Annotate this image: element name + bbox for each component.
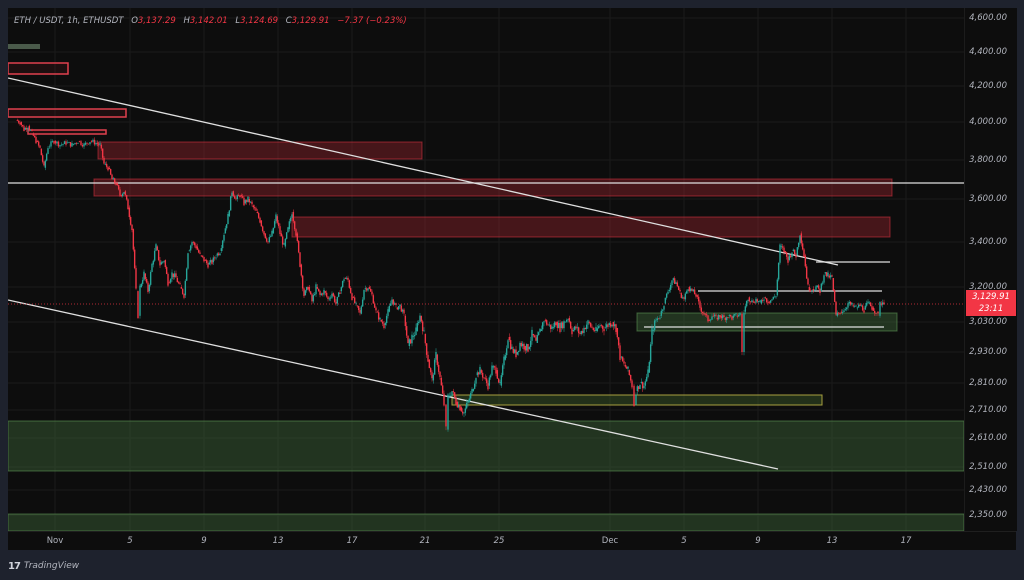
price-tick-label: 2,930.00 bbox=[969, 347, 1007, 357]
time-tick-label: Dec bbox=[601, 536, 619, 546]
price-axis[interactable]: 4,600.00 4,400.00 4,200.00 4,000.00 3,800.00… bbox=[964, 8, 1017, 531]
upper-trendline[interactable] bbox=[8, 77, 839, 266]
time-tick-label: Nov bbox=[46, 536, 64, 546]
price-tick-label: 2,350.00 bbox=[969, 510, 1007, 520]
price-tick-label: 3,030.00 bbox=[969, 317, 1007, 327]
supply-zone-6[interactable] bbox=[291, 216, 891, 238]
zones-layer bbox=[8, 62, 964, 531]
price-tick-label: 4,200.00 bbox=[969, 81, 1007, 91]
demand-zone-1[interactable] bbox=[636, 312, 898, 332]
supply-zone-3[interactable] bbox=[27, 129, 107, 135]
lower-trendline[interactable] bbox=[8, 299, 779, 470]
time-tick-label: 25 bbox=[493, 536, 505, 546]
volume-indicator-collapsed[interactable] bbox=[8, 44, 40, 49]
price-tick-label: 3,800.00 bbox=[969, 155, 1007, 165]
price-tick-label: 3,400.00 bbox=[969, 237, 1007, 247]
brand-name[interactable]: TradingView bbox=[23, 561, 80, 571]
price-tick-label: 4,000.00 bbox=[969, 117, 1007, 127]
supply-zone-2[interactable] bbox=[8, 108, 127, 118]
symbol-legend: ETH / USDT, 1h, ETHUSDT O3,137.29 H3,142… bbox=[14, 16, 407, 26]
time-tick-label: 13 bbox=[272, 536, 284, 546]
price-tick-label: 4,400.00 bbox=[969, 47, 1007, 57]
demand-zone-2[interactable] bbox=[451, 394, 823, 406]
price-series bbox=[16, 118, 885, 432]
drawn-lines-layer[interactable] bbox=[8, 77, 964, 470]
change-value: −7.37 (−0.23%) bbox=[337, 16, 407, 26]
symbol-label[interactable]: ETH / USDT, 1h, ETHUSDT bbox=[14, 16, 124, 26]
last-price-value: 3,129.91 bbox=[972, 292, 1010, 302]
price-tick-label: 3,200.00 bbox=[969, 282, 1007, 292]
last-price-tag: 3,129.91 23:11 bbox=[966, 290, 1016, 316]
demand-zone-3[interactable] bbox=[8, 420, 964, 472]
price-tick-label: 2,430.00 bbox=[969, 485, 1007, 495]
time-tick-label: 9 bbox=[755, 536, 761, 546]
chart-plot-area[interactable] bbox=[8, 8, 964, 531]
close-value: 3,129.91 bbox=[291, 16, 330, 26]
supply-zone-4[interactable] bbox=[97, 141, 423, 160]
time-tick-label: 21 bbox=[419, 536, 431, 546]
high-value: 3,142.01 bbox=[189, 16, 228, 26]
price-tick-label: 2,810.00 bbox=[969, 378, 1007, 388]
chart-frame[interactable]: ETH / USDT, 1h, ETHUSDT O3,137.29 H3,142… bbox=[8, 8, 1017, 550]
demand-zone-4[interactable] bbox=[8, 513, 964, 531]
time-tick-label: 17 bbox=[900, 536, 912, 546]
price-tick-label: 2,510.00 bbox=[969, 462, 1007, 472]
time-tick-label: 17 bbox=[346, 536, 358, 546]
supply-zone-1[interactable] bbox=[8, 62, 69, 75]
price-tick-label: 3,600.00 bbox=[969, 194, 1007, 204]
bar-countdown: 23:11 bbox=[978, 304, 1004, 314]
price-tick-label: 4,600.00 bbox=[969, 13, 1007, 23]
footer: 17 TradingView bbox=[8, 558, 79, 574]
time-tick-label: 9 bbox=[201, 536, 207, 546]
tradingview-logo-icon[interactable]: 17 bbox=[8, 560, 21, 572]
open-value: 3,137.29 bbox=[137, 16, 176, 26]
time-tick-label: 13 bbox=[826, 536, 838, 546]
price-tick-label: 2,610.00 bbox=[969, 433, 1007, 443]
grid-lines bbox=[8, 8, 964, 531]
time-tick-label: 5 bbox=[127, 536, 133, 546]
low-value: 3,124.69 bbox=[240, 16, 279, 26]
time-axis[interactable]: Nov 5 9 13 17 21 25 Dec 5 9 13 17 bbox=[8, 531, 1016, 550]
price-tick-label: 2,710.00 bbox=[969, 405, 1007, 415]
time-tick-label: 5 bbox=[681, 536, 687, 546]
